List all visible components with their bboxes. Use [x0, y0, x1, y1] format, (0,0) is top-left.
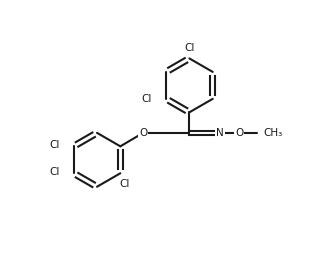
Text: Cl: Cl	[49, 167, 59, 177]
Text: Cl: Cl	[142, 94, 152, 104]
Text: N: N	[216, 128, 224, 138]
Text: O: O	[139, 128, 147, 138]
Text: Cl: Cl	[184, 43, 195, 53]
Text: O: O	[235, 128, 244, 138]
Text: Cl: Cl	[119, 179, 129, 189]
Text: Cl: Cl	[49, 140, 59, 150]
Text: CH₃: CH₃	[264, 128, 283, 138]
